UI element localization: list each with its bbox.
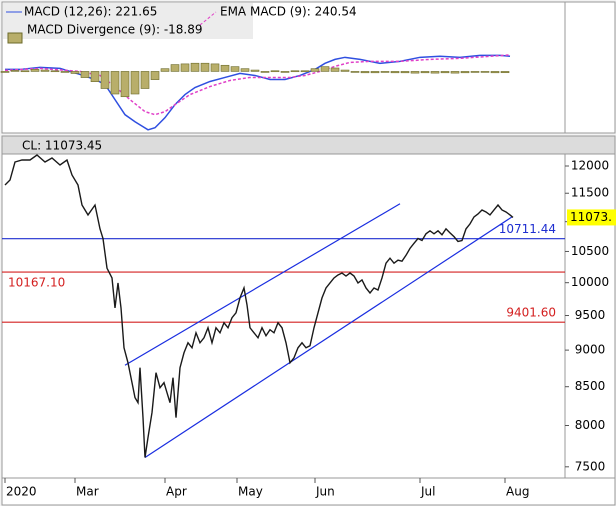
divergence-bar — [380, 71, 390, 73]
last-value-label: 11073. — [570, 210, 612, 224]
divergence-bar — [360, 71, 370, 74]
divergence-bar — [350, 71, 360, 73]
divergence-bar — [20, 70, 30, 73]
legend-swatch — [199, 11, 217, 26]
divergence-bar — [400, 71, 410, 74]
y-tick-label: 12000 — [571, 158, 609, 172]
divergence-bar — [390, 71, 400, 74]
divergence-bar — [0, 71, 10, 73]
y-tick-label: 8000 — [575, 418, 606, 432]
divergence-bar — [280, 71, 290, 73]
divergence-bar — [170, 64, 180, 72]
x-axis — [1, 477, 616, 506]
legend-label: MACD (12,26): 221.65 — [24, 5, 157, 19]
x-tick-label: Jul — [420, 485, 435, 499]
divergence-bar — [210, 63, 220, 72]
y-tick-label: 9500 — [575, 308, 606, 322]
divergence-bar — [240, 68, 250, 72]
trend-line — [144, 216, 513, 458]
divergence-bar — [340, 69, 350, 72]
divergence-bar — [370, 71, 380, 74]
divergence-bar — [450, 71, 460, 74]
price-panel — [1, 153, 566, 479]
price-title: CL: 11073.45 — [22, 139, 102, 153]
divergence-bar — [90, 71, 100, 82]
divergence-bar — [160, 68, 170, 72]
divergence-bar — [260, 71, 270, 73]
divergence-bar — [130, 71, 140, 95]
divergence-bar — [60, 71, 70, 73]
divergence-bar — [430, 71, 440, 74]
divergence-bar — [230, 66, 240, 72]
divergence-bar — [80, 71, 90, 78]
trend-line — [124, 203, 401, 366]
divergence-bar — [120, 71, 130, 98]
x-tick-label: 2020 — [6, 485, 37, 499]
divergence-bar — [500, 71, 510, 74]
divergence-bar — [100, 71, 110, 89]
divergence-bar — [190, 62, 200, 72]
divergence-bar — [290, 70, 300, 73]
divergence-bar — [200, 62, 210, 72]
x-tick-label: Mar — [76, 485, 99, 499]
divergence-bar — [140, 71, 150, 89]
y-tick-label: 11500 — [571, 186, 609, 200]
macd-axis — [564, 1, 616, 134]
y-tick-label: 8500 — [575, 379, 606, 393]
x-tick-label: Apr — [166, 485, 187, 499]
divergence-bar — [490, 71, 500, 74]
divergence-bar — [250, 69, 260, 72]
divergence-bar — [310, 68, 320, 72]
divergence-bar — [150, 71, 160, 80]
legend — [3, 3, 253, 39]
divergence-bar — [480, 71, 490, 73]
y-tick-label: 10000 — [571, 275, 609, 289]
legend-swatch — [7, 32, 23, 44]
divergence-bar — [270, 70, 280, 73]
divergence-bar — [220, 64, 230, 72]
divergence-bar — [180, 63, 190, 72]
divergence-bar — [50, 70, 60, 73]
x-tick-label: Aug — [506, 485, 529, 499]
legend-label: MACD Divergence (9): -18.89 — [27, 23, 203, 37]
divergence-bar — [300, 70, 310, 73]
y-tick-label: 10500 — [571, 244, 609, 258]
y-tick-label: 9000 — [575, 343, 606, 357]
divergence-bar — [420, 71, 430, 74]
divergence-bar — [30, 69, 40, 72]
divergence-bar — [110, 71, 120, 95]
divergence-bar — [10, 70, 20, 72]
level-label: 10711.44 — [499, 222, 556, 236]
divergence-bar — [330, 67, 340, 72]
price-line — [4, 154, 514, 458]
divergence-bar — [410, 71, 420, 74]
x-tick-label: Jun — [315, 485, 335, 499]
divergence-bar — [70, 71, 80, 74]
x-tick-label: May — [238, 485, 263, 499]
y-tick-label: 7500 — [575, 459, 606, 473]
divergence-bar — [320, 66, 330, 72]
divergence-bar — [440, 71, 450, 74]
last-value-box — [567, 209, 616, 226]
level-label: 9401.60 — [506, 306, 556, 320]
legend-label: EMA MACD (9): 240.54 — [220, 5, 357, 19]
divergence-bar — [470, 71, 480, 73]
divergence-bar — [40, 69, 50, 72]
level-label: 10167.10 — [8, 276, 65, 290]
divergence-bar — [460, 71, 470, 74]
